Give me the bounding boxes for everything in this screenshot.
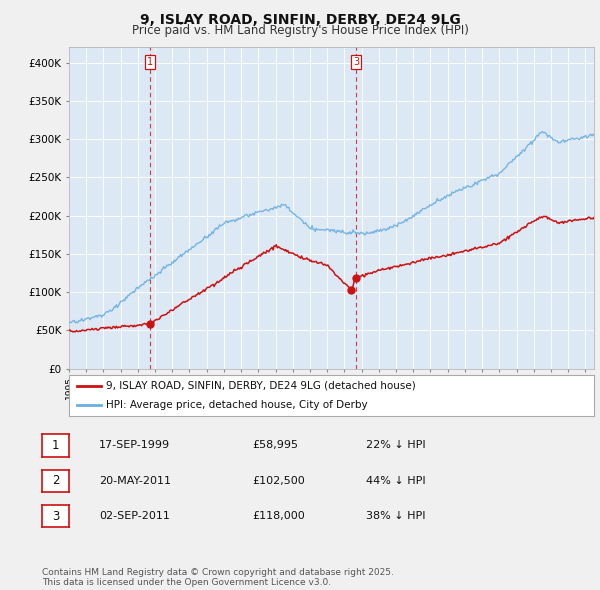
Text: 3: 3 [52, 510, 59, 523]
Text: £102,500: £102,500 [252, 476, 305, 486]
Text: £58,995: £58,995 [252, 441, 298, 450]
Text: 1: 1 [147, 57, 154, 67]
Text: 3: 3 [353, 57, 359, 67]
Text: 44% ↓ HPI: 44% ↓ HPI [366, 476, 425, 486]
Text: 22% ↓ HPI: 22% ↓ HPI [366, 441, 425, 450]
Text: 9, ISLAY ROAD, SINFIN, DERBY, DE24 9LG: 9, ISLAY ROAD, SINFIN, DERBY, DE24 9LG [140, 13, 460, 27]
Text: Price paid vs. HM Land Registry's House Price Index (HPI): Price paid vs. HM Land Registry's House … [131, 24, 469, 37]
Text: 02-SEP-2011: 02-SEP-2011 [99, 512, 170, 521]
Text: 20-MAY-2011: 20-MAY-2011 [99, 476, 171, 486]
Text: 38% ↓ HPI: 38% ↓ HPI [366, 512, 425, 521]
Text: 1: 1 [52, 439, 59, 452]
Text: HPI: Average price, detached house, City of Derby: HPI: Average price, detached house, City… [106, 400, 367, 410]
Text: £118,000: £118,000 [252, 512, 305, 521]
Text: 2: 2 [52, 474, 59, 487]
Text: 9, ISLAY ROAD, SINFIN, DERBY, DE24 9LG (detached house): 9, ISLAY ROAD, SINFIN, DERBY, DE24 9LG (… [106, 381, 415, 391]
Text: 17-SEP-1999: 17-SEP-1999 [99, 441, 170, 450]
Text: Contains HM Land Registry data © Crown copyright and database right 2025.
This d: Contains HM Land Registry data © Crown c… [42, 568, 394, 587]
